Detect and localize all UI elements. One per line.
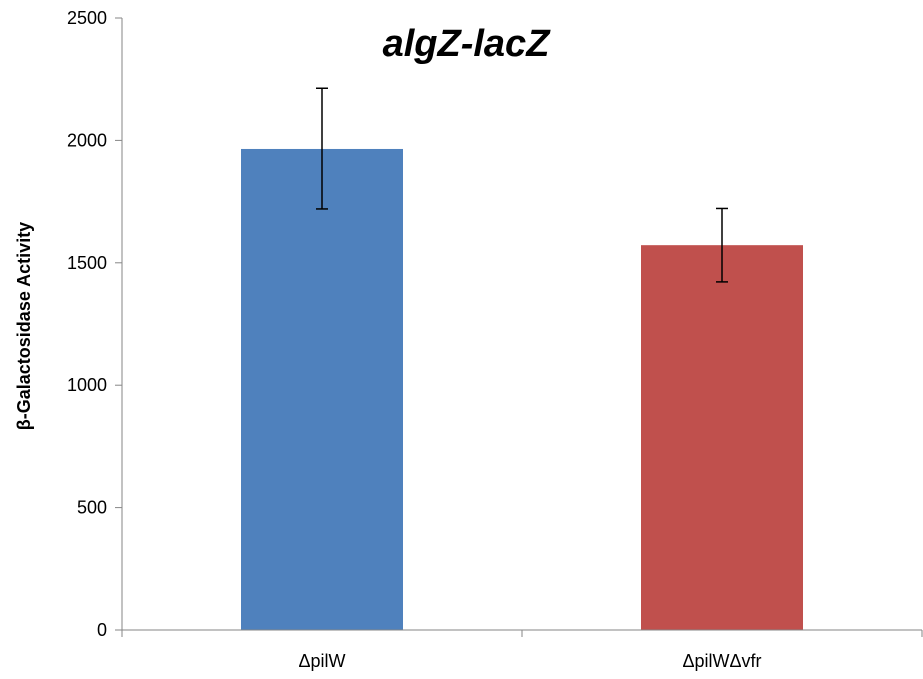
bar-0 [241,148,403,630]
y-tick-label: 0 [97,620,107,640]
bar-1 [641,245,803,631]
y-tick-label: 2000 [67,130,107,150]
plot-area: 0 500 1000 1500 2000 2500 ΔpilW ΔpilWΔvfr [67,8,923,671]
y-axis-title: β-Galactosidase Activity [14,222,34,430]
x-tick-label: ΔpilW [298,651,345,671]
chart-title: algZ-lacZ [383,23,552,65]
y-tick-label: 2500 [67,8,107,28]
y-tick-label: 1500 [67,253,107,273]
y-tick-label: 1000 [67,375,107,395]
x-tick-label: ΔpilWΔvfr [682,651,761,671]
y-tick-label: 500 [77,498,107,518]
